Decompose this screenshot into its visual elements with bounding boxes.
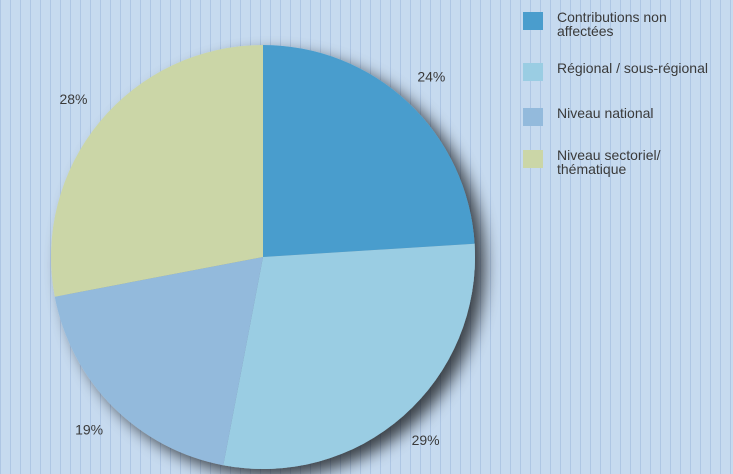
- pie: [50, 45, 475, 469]
- legend-label: Niveau national: [557, 105, 654, 121]
- data-label: 19%: [75, 422, 103, 438]
- data-label: 29%: [412, 432, 440, 448]
- legend-swatch: [523, 150, 543, 168]
- legend-label: Contributions non affectées: [557, 9, 667, 39]
- pie-slice: [263, 45, 475, 257]
- data-label: 28%: [59, 91, 87, 107]
- legend-swatch: [523, 63, 543, 81]
- data-label: 24%: [417, 68, 445, 84]
- legend-label: Régional / sous-régional: [557, 60, 708, 76]
- legend-swatch: [523, 12, 543, 30]
- legend-label: Niveau sectoriel/ thématique: [557, 147, 661, 177]
- pie-slice: [50, 45, 263, 297]
- pie-slice: [223, 243, 475, 469]
- pie-slice: [54, 257, 264, 466]
- legend-swatch: [523, 108, 543, 126]
